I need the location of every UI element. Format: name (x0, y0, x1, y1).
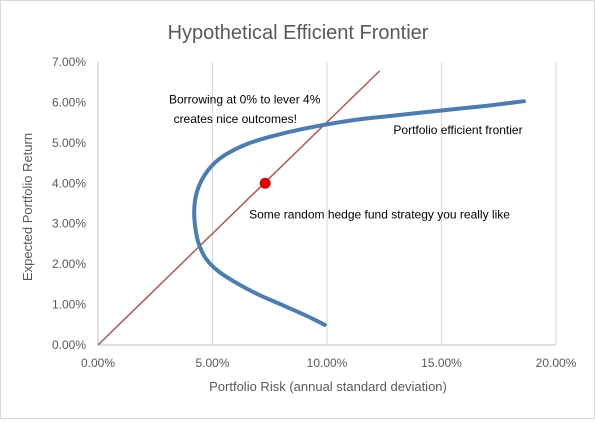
leverage-line (97, 70, 381, 346)
x-tick-label: 20.00% (536, 356, 577, 370)
chart-title: Hypothetical Efficient Frontier (168, 22, 429, 44)
y-tick-label: 7.00% (52, 55, 86, 69)
x-axis-label: Portfolio Risk (annual standard deviatio… (209, 379, 447, 394)
y-tick-label: 4.00% (52, 176, 86, 190)
x-tick-label: 15.00% (421, 356, 462, 370)
y-tick-label: 5.00% (52, 136, 86, 150)
x-tick-label: 5.00% (195, 356, 229, 370)
annotation-frontier: Portfolio efficient frontier (393, 123, 522, 137)
annotation-borrowing: Borrowing at 0% to lever 4% (169, 93, 321, 107)
y-tick-label: 2.00% (52, 257, 86, 271)
x-tick-label: 10.00% (307, 356, 348, 370)
efficient-frontier-line (192, 99, 526, 327)
y-tick-label: 1.00% (52, 298, 86, 312)
annotation-outcomes: creates nice outcomes! (174, 112, 297, 126)
y-tick-label: 6.00% (52, 95, 86, 109)
y-axis-label: Expected Portfolio Return (20, 133, 35, 281)
hedge-fund-point (259, 177, 271, 189)
x-tick-label: 0.00% (81, 356, 115, 370)
y-tick-label: 3.00% (52, 217, 86, 231)
annotation-hedge-fund: Some random hedge fund strategy you real… (249, 207, 510, 221)
y-tick-label: 0.00% (52, 338, 86, 352)
